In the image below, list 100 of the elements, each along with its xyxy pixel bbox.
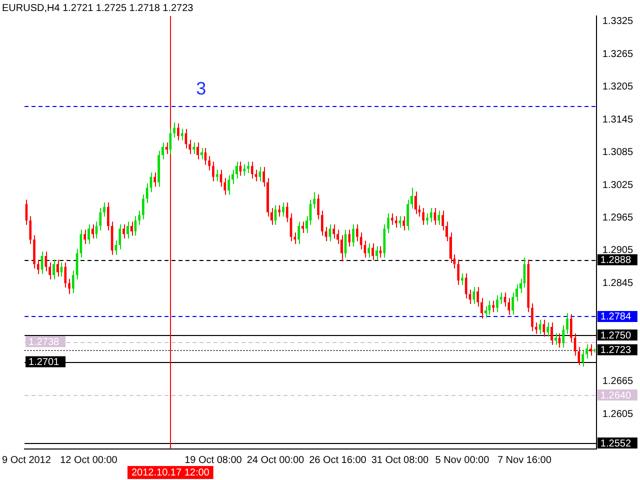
y-tick-label: 1.3145 bbox=[602, 114, 634, 126]
y-tick-label: 1.2905 bbox=[602, 245, 634, 256]
y-tick-label: 1.2845 bbox=[602, 278, 634, 289]
x-tick-label: 7 Nov 16:00 bbox=[497, 454, 552, 466]
candlestick bbox=[99, 207, 102, 231]
candlestick bbox=[589, 344, 592, 356]
candlestick bbox=[126, 221, 129, 239]
candlestick bbox=[550, 322, 553, 346]
candlestick bbox=[313, 192, 316, 210]
x-tick-label: 12 Oct 00:00 bbox=[60, 454, 118, 466]
candlestick bbox=[254, 169, 258, 182]
candlestick bbox=[212, 161, 214, 182]
candlestick bbox=[72, 270, 74, 294]
candlestick bbox=[180, 128, 184, 141]
candlestick bbox=[356, 224, 358, 242]
candlestick bbox=[122, 224, 125, 239]
candlestick bbox=[228, 174, 230, 196]
y-tick-label: 1.2965 bbox=[602, 212, 634, 224]
candlestick bbox=[52, 259, 55, 280]
x-tick-label: 5 Nov 00:00 bbox=[435, 454, 490, 466]
candlestick bbox=[91, 224, 94, 239]
candlestick bbox=[177, 122, 180, 141]
ref-line-label: 1.2888 bbox=[600, 255, 632, 266]
ref-line-label: 1.2640 bbox=[600, 390, 632, 402]
ref-line-label: 1.2701 bbox=[28, 356, 60, 368]
y-tick-label: 1.3205 bbox=[602, 82, 634, 93]
chart-title: EURUSD,H4 1.2721 1.2725 1.2718 1.2723 bbox=[2, 2, 194, 14]
candlestick bbox=[457, 259, 460, 286]
candlestick bbox=[154, 172, 156, 188]
candlestick bbox=[84, 229, 86, 244]
candlestick bbox=[88, 224, 90, 244]
candlestick bbox=[542, 319, 546, 338]
y-tick-label: 1.2665 bbox=[602, 376, 634, 388]
candlestick bbox=[216, 169, 218, 182]
candlestick bbox=[36, 259, 40, 274]
candlestick bbox=[192, 142, 195, 154]
candlestick bbox=[250, 161, 254, 180]
candlestick bbox=[282, 202, 284, 218]
candlestick bbox=[138, 210, 140, 226]
candlestick bbox=[500, 292, 502, 304]
candlestick bbox=[566, 312, 568, 334]
candlestick bbox=[438, 210, 440, 226]
candlestick bbox=[56, 259, 59, 278]
candlestick bbox=[134, 216, 137, 236]
candlestick bbox=[368, 242, 370, 258]
candlestick bbox=[332, 224, 335, 239]
candlestick bbox=[278, 204, 281, 218]
candlestick bbox=[426, 212, 428, 226]
candlestick bbox=[582, 349, 584, 368]
candlestick bbox=[387, 212, 390, 234]
y-tick-label: 1.3085 bbox=[602, 147, 634, 158]
x-tick-label: 2012.10.17 12:00 bbox=[131, 467, 210, 478]
candlestick bbox=[570, 314, 572, 343]
candlestick bbox=[196, 142, 199, 160]
candlestick bbox=[534, 322, 538, 334]
candlestick bbox=[492, 300, 494, 313]
candlestick bbox=[348, 229, 351, 248]
candlestick bbox=[402, 216, 406, 231]
candlestick bbox=[496, 294, 498, 313]
candlestick bbox=[422, 207, 424, 226]
x-tick-label: 9 Oct 2012 bbox=[2, 454, 52, 466]
candlestick bbox=[107, 202, 110, 231]
candlestick bbox=[372, 242, 374, 261]
candlestick bbox=[531, 302, 534, 332]
candlestick bbox=[29, 216, 32, 244]
candlestick bbox=[320, 210, 324, 236]
candlestick bbox=[286, 202, 288, 223]
candlestick bbox=[464, 272, 468, 299]
y-tick-label: 1.3325 bbox=[602, 16, 634, 28]
ref-line-label: 1.2750 bbox=[600, 330, 632, 342]
x-tick-label: 26 Oct 16:00 bbox=[309, 454, 367, 466]
ref-line-label: 1.2723 bbox=[600, 345, 632, 356]
candlestick bbox=[243, 164, 246, 176]
ref-line-label: 1.2738 bbox=[28, 336, 60, 348]
candlestick bbox=[298, 221, 300, 244]
candlestick bbox=[546, 322, 549, 338]
candlestick bbox=[472, 286, 476, 304]
candlestick bbox=[68, 278, 70, 295]
x-tick-label: 31 Oct 08:00 bbox=[371, 454, 430, 466]
x-tick-label: 24 Oct 00:00 bbox=[246, 454, 305, 466]
candlestick bbox=[512, 292, 514, 316]
candlestick bbox=[169, 128, 172, 154]
ref-line-label: 1.2784 bbox=[600, 312, 632, 323]
candlestick bbox=[258, 166, 262, 182]
candlestick bbox=[562, 324, 565, 348]
x-tick-label: 19 Oct 08:00 bbox=[184, 454, 242, 466]
candlestick bbox=[173, 122, 176, 138]
candlestick bbox=[64, 262, 67, 288]
ref-line-label: 1.2552 bbox=[600, 438, 632, 450]
candlestick bbox=[406, 199, 409, 231]
candlestick bbox=[391, 212, 394, 226]
y-tick-label: 1.3025 bbox=[602, 180, 634, 191]
candlestick bbox=[317, 194, 320, 220]
candlestick bbox=[142, 194, 144, 220]
y-tick-label: 1.2605 bbox=[602, 408, 634, 420]
candlestick bbox=[461, 272, 464, 286]
candlestick bbox=[103, 202, 106, 218]
annotation: 3 bbox=[196, 78, 206, 99]
candlestick bbox=[375, 246, 378, 261]
candlestick bbox=[247, 161, 250, 174]
